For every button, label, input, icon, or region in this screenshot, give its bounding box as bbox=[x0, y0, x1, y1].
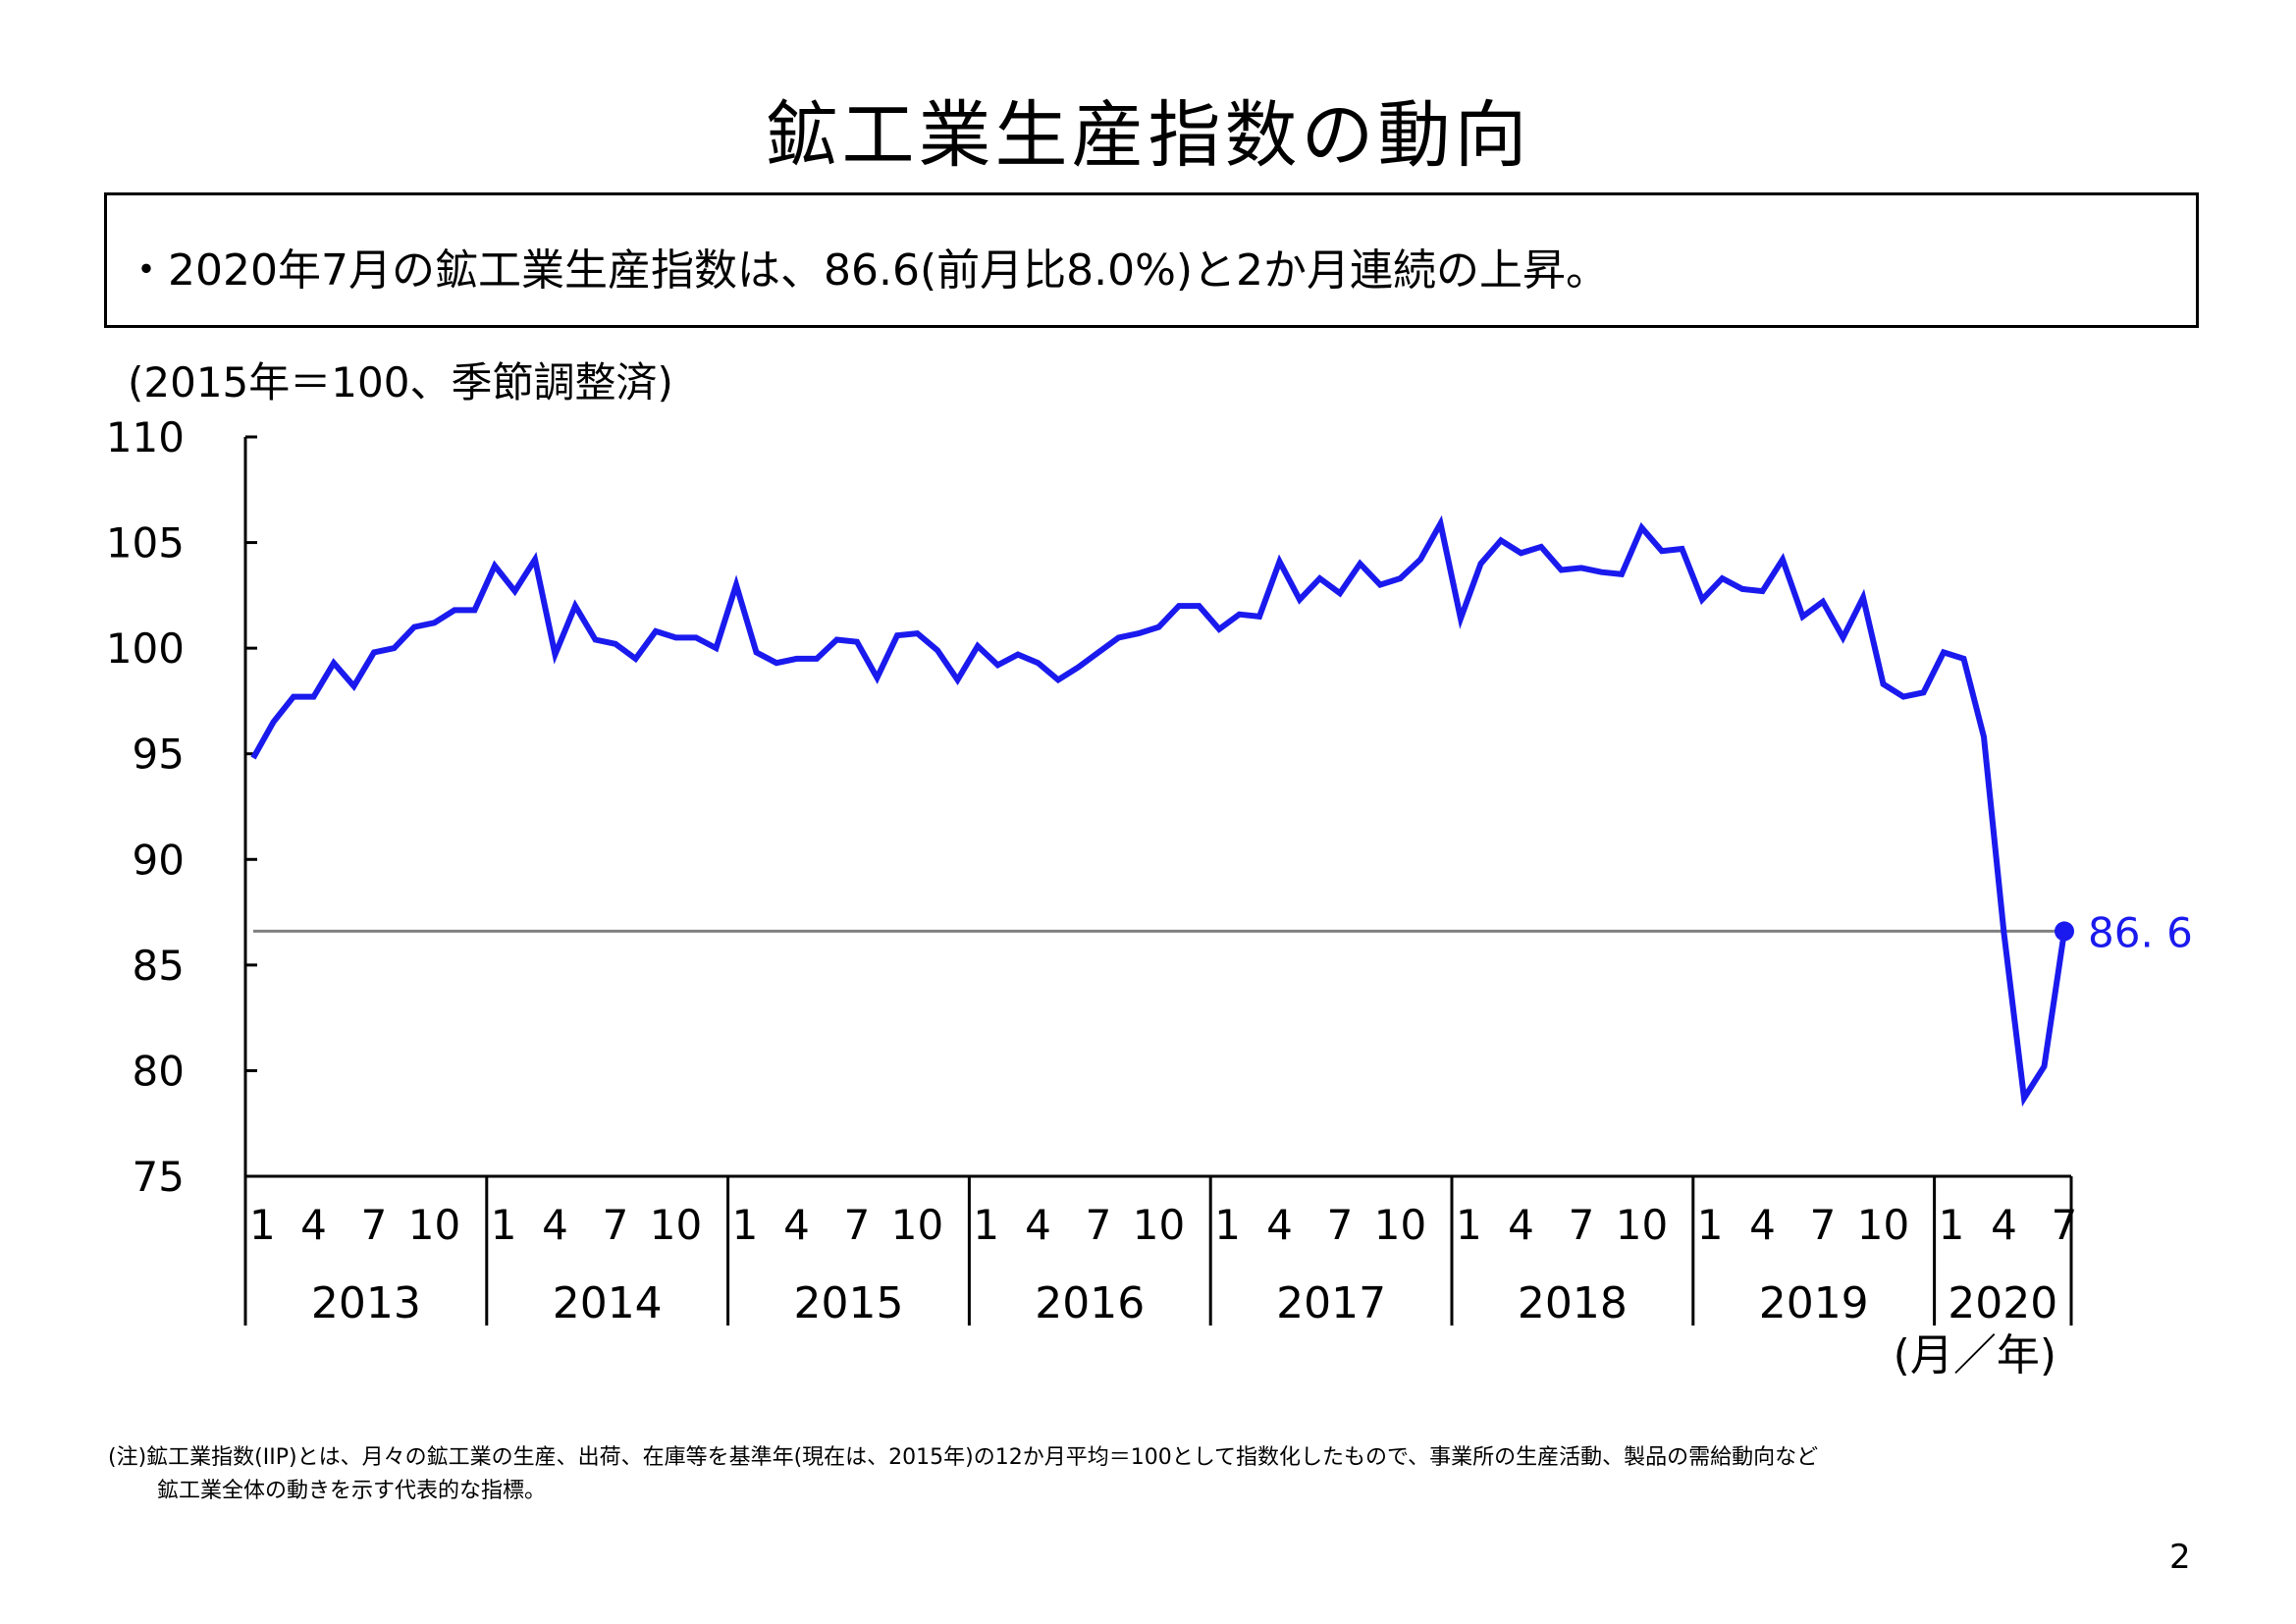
last-point-marker bbox=[2055, 921, 2074, 942]
month-tick-label: 1 bbox=[1214, 1201, 1241, 1249]
month-tick-label: 4 bbox=[783, 1201, 810, 1249]
month-tick-label: 4 bbox=[1266, 1201, 1293, 1249]
month-tick-label: 1 bbox=[732, 1201, 759, 1249]
month-tick-label: 10 bbox=[650, 1201, 702, 1249]
month-tick-label: 10 bbox=[1374, 1201, 1426, 1249]
year-label: 2018 bbox=[1518, 1278, 1628, 1328]
y-tick-label: 110 bbox=[106, 413, 185, 461]
year-label: 2019 bbox=[1759, 1278, 1869, 1328]
y-tick-label: 85 bbox=[133, 942, 185, 990]
month-tick-label: 7 bbox=[1810, 1201, 1837, 1249]
month-tick-label: 4 bbox=[1991, 1201, 2017, 1249]
last-value-label: 86. 6 bbox=[2088, 908, 2193, 956]
summary-text: ・2020年7月の鉱工業生産指数は、86.6(前月比8.0%)と2か月連続の上昇… bbox=[125, 245, 1610, 296]
y-tick-label: 100 bbox=[106, 624, 185, 673]
month-tick-label: 7 bbox=[2052, 1201, 2078, 1249]
month-tick-label: 7 bbox=[1327, 1201, 1354, 1249]
month-tick-label: 1 bbox=[249, 1201, 276, 1249]
month-tick-label: 7 bbox=[361, 1201, 388, 1249]
footnote-line-1: (注)鉱工業指数(IIP)とは、月々の鉱工業の生産、出荷、在庫等を基準年(現在は… bbox=[108, 1445, 1819, 1470]
month-tick-label: 10 bbox=[1133, 1201, 1185, 1249]
x-unit-label: (月／年) bbox=[1894, 1330, 2056, 1380]
month-tick-label: 7 bbox=[1569, 1201, 1595, 1249]
month-tick-label: 4 bbox=[1508, 1201, 1534, 1249]
year-label: 2013 bbox=[311, 1278, 421, 1328]
month-tick-label: 7 bbox=[603, 1201, 629, 1249]
footnote: (注)鉱工業指数(IIP)とは、月々の鉱工業の生産、出荷、在庫等を基準年(現在は… bbox=[108, 1441, 1818, 1508]
month-tick-label: 10 bbox=[1616, 1201, 1668, 1249]
unit-note: (2015年＝100、季節調整済) bbox=[128, 358, 673, 406]
year-label: 2015 bbox=[794, 1278, 904, 1328]
y-tick-label: 95 bbox=[133, 731, 185, 779]
month-tick-label: 4 bbox=[1749, 1201, 1776, 1249]
summary-box: ・2020年7月の鉱工業生産指数は、86.6(前月比8.0%)と2か月連続の上昇… bbox=[104, 192, 2199, 328]
y-tick-label: 90 bbox=[133, 836, 185, 884]
year-label: 2020 bbox=[1948, 1278, 2057, 1328]
year-label: 2014 bbox=[553, 1278, 663, 1328]
y-tick-label: 80 bbox=[133, 1047, 185, 1095]
year-label: 2017 bbox=[1276, 1278, 1386, 1328]
month-tick-label: 7 bbox=[1086, 1201, 1112, 1249]
month-tick-label: 1 bbox=[1697, 1201, 1724, 1249]
month-tick-label: 1 bbox=[973, 1201, 999, 1249]
y-tick-label: 105 bbox=[106, 519, 185, 568]
month-tick-label: 1 bbox=[1939, 1201, 1965, 1249]
month-tick-label: 1 bbox=[491, 1201, 517, 1249]
month-tick-label: 4 bbox=[300, 1201, 327, 1249]
month-tick-label: 10 bbox=[1857, 1201, 1909, 1249]
month-tick-label: 10 bbox=[891, 1201, 943, 1249]
y-tick-label: 75 bbox=[133, 1153, 185, 1201]
page-number: 2 bbox=[2169, 1538, 2191, 1577]
month-tick-label: 4 bbox=[542, 1201, 568, 1249]
footnote-line-2: 鉱工業全体の動きを示す代表的な指標。 bbox=[157, 1479, 547, 1503]
month-tick-label: 10 bbox=[408, 1201, 460, 1249]
month-tick-label: 4 bbox=[1025, 1201, 1051, 1249]
month-tick-label: 1 bbox=[1456, 1201, 1482, 1249]
page-title: 鉱工業生産指数の動向 bbox=[765, 93, 1531, 178]
series-line-iip bbox=[250, 514, 2067, 1108]
month-tick-label: 7 bbox=[844, 1201, 871, 1249]
year-label: 2016 bbox=[1035, 1278, 1145, 1328]
